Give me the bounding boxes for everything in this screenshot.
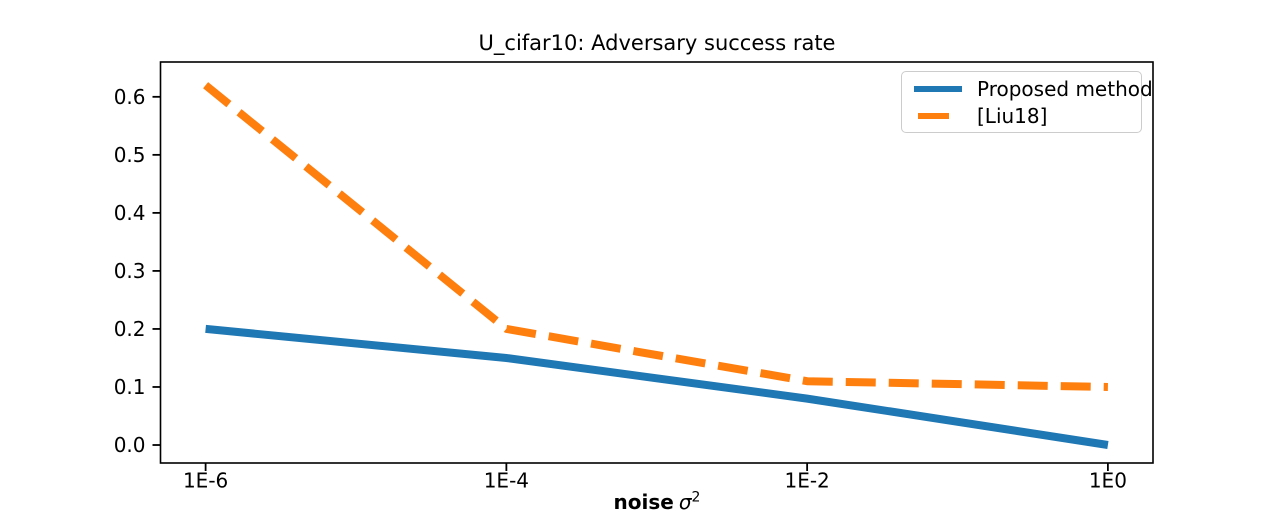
x-tick-label: 1E0 (1089, 469, 1127, 493)
x-tick-label: 1E-2 (784, 469, 829, 493)
x-axis-label-word: noise (613, 490, 674, 514)
series-line-liu18 (203, 82, 1108, 391)
y-tick-label: 0.4 (114, 201, 146, 225)
legend-label-liu18: [Liu18] (977, 103, 1048, 128)
x-tick-label: 1E-4 (484, 469, 529, 493)
series-line-proposed-method (205, 324, 1109, 449)
legend-item-liu18: [Liu18] (914, 102, 1131, 129)
y-tick-label: 0.5 (114, 143, 146, 167)
legend-swatch-box (914, 112, 962, 119)
chart-title: U_cifar10: Adversary success rate (478, 31, 836, 55)
legend-swatch-box (914, 85, 962, 92)
x-axis-label-sigma: σ (678, 490, 692, 514)
plot-frame (159, 61, 1154, 464)
x-axis-label-exponent: 2 (691, 489, 701, 506)
y-tick-label: 0.6 (114, 85, 146, 109)
y-tick-label: 0.2 (114, 317, 146, 341)
x-axis-label: noise σ2 (614, 490, 701, 514)
legend-label-proposed-method: Proposed method (977, 76, 1153, 101)
legend: Proposed method [Liu18] (901, 71, 1153, 133)
legend-item-proposed-method: Proposed method (914, 75, 1153, 102)
x-tick-label: 1E-6 (183, 469, 228, 493)
y-tick-label: 0.0 (114, 433, 146, 457)
solid-line-swatch (914, 85, 962, 92)
y-tick-label: 0.3 (114, 259, 146, 283)
y-tick-label: 0.1 (114, 375, 146, 399)
dashed-line-swatch (918, 112, 949, 119)
